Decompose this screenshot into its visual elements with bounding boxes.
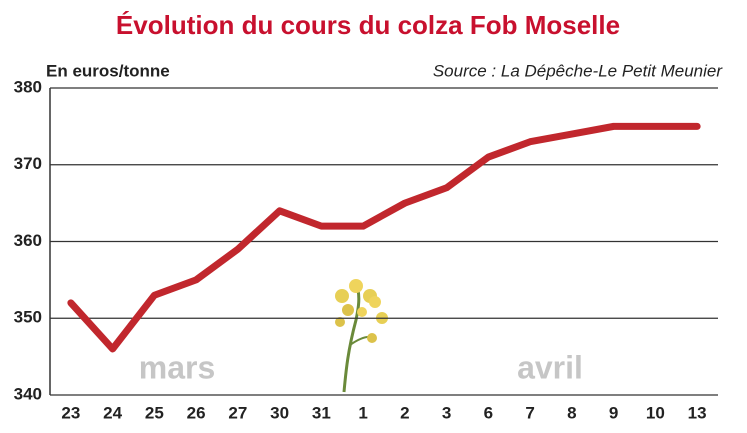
x-tick-label: 13: [688, 403, 707, 422]
x-tick-label: 26: [187, 403, 206, 422]
y-tick-label: 380: [14, 77, 42, 96]
x-tick-label: 6: [484, 403, 493, 422]
x-tick-label: 30: [270, 403, 289, 422]
y-axis-label: En euros/tonne: [46, 61, 170, 80]
y-tick-label: 360: [14, 231, 42, 250]
x-tick-label: 3: [442, 403, 451, 422]
x-tick-label: 9: [609, 403, 618, 422]
y-tick-label: 350: [14, 308, 42, 327]
y-tick-label: 340: [14, 384, 42, 403]
chart-title: Évolution du cours du colza Fob Moselle: [116, 10, 620, 40]
x-tick-label: 8: [567, 403, 576, 422]
annotation: avril: [517, 349, 583, 385]
annotation: mars: [139, 349, 216, 385]
x-tick-label: 10: [646, 403, 665, 422]
flower-illustration: [335, 279, 388, 393]
x-tick-label: 23: [61, 403, 80, 422]
x-tick-label: 27: [228, 403, 247, 422]
line: [67, 122, 701, 353]
y-tick-label: 370: [14, 154, 42, 173]
source: Source : La Dépêche-Le Petit Meunier: [433, 61, 724, 80]
x-tick-label: 1: [358, 403, 367, 422]
x-tick-label: 25: [145, 403, 164, 422]
x-tick-label: 31: [312, 403, 331, 422]
x-tick-label: 2: [400, 403, 409, 422]
x-tick-label: 7: [525, 403, 534, 422]
x-tick-label: 24: [103, 403, 122, 422]
